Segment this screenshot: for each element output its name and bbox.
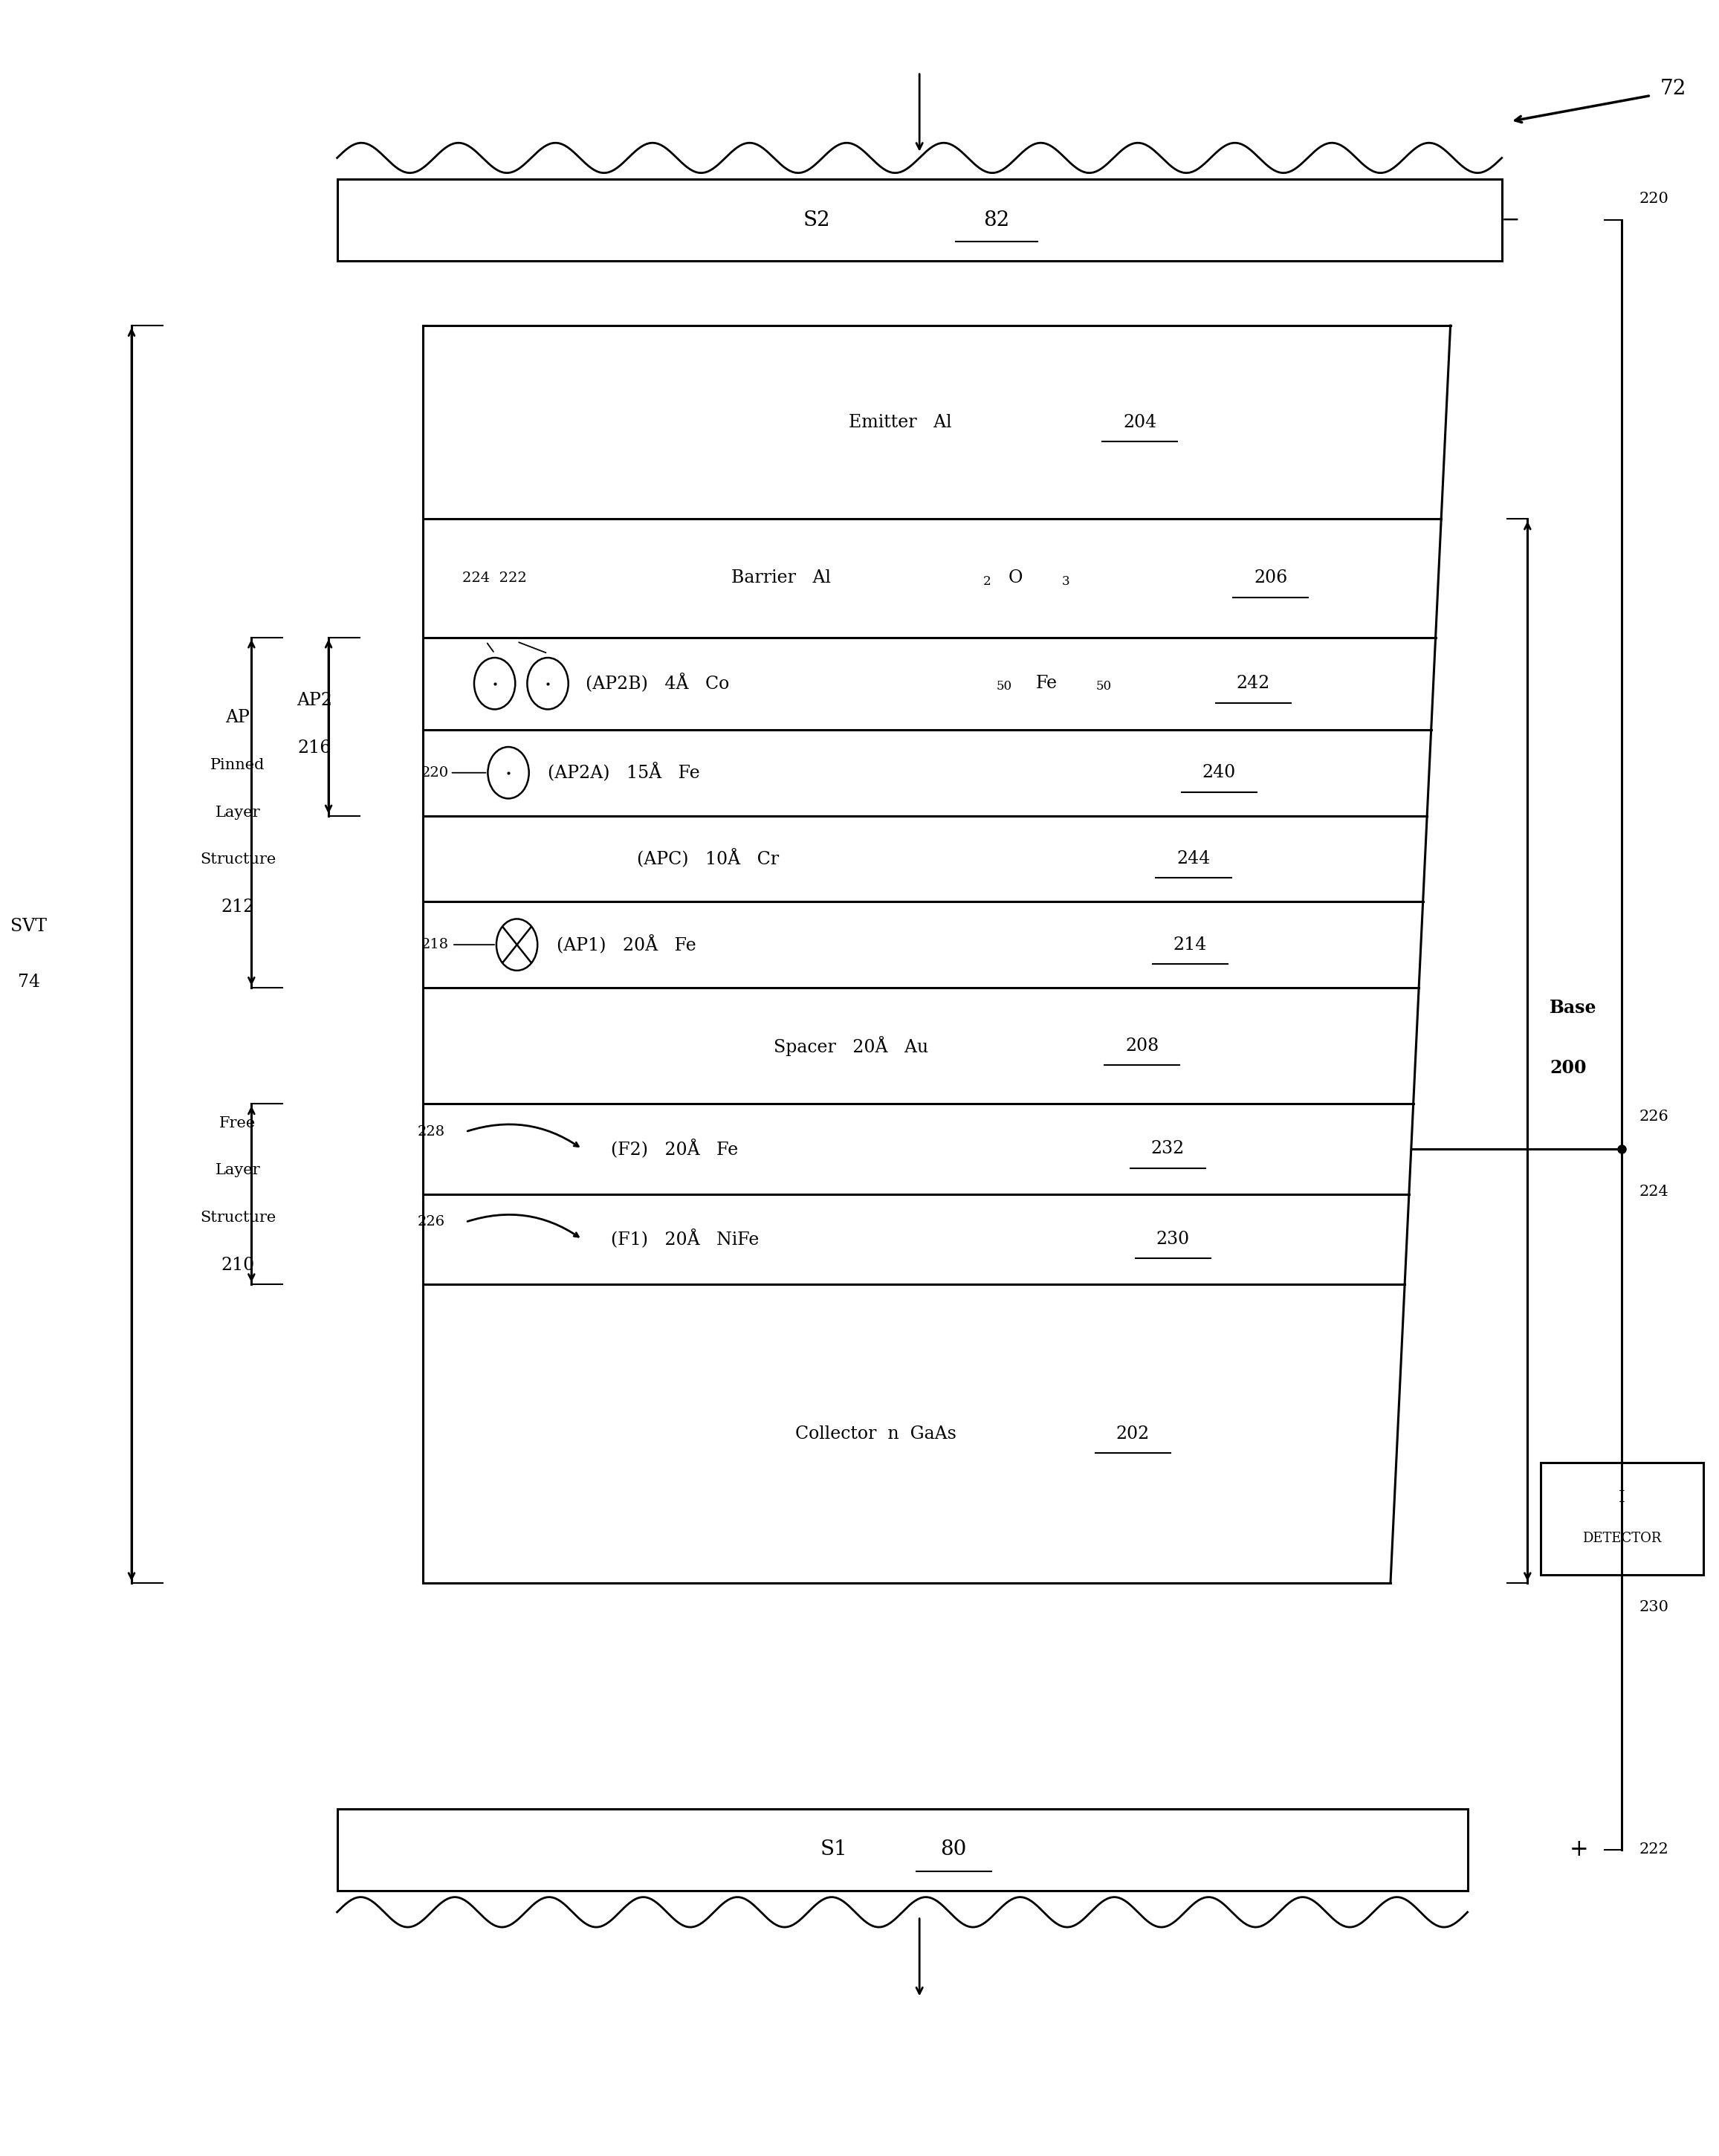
Text: 50: 50 [1097, 681, 1112, 692]
Bar [337, 1809, 1468, 1891]
Text: (F2)   20Å   Fe: (F2) 20Å Fe [612, 1138, 739, 1158]
Text: 206: 206 [1253, 569, 1288, 586]
Text: (AP2B)   4Å   Co: (AP2B) 4Å Co [586, 675, 729, 692]
Text: 200: 200 [1551, 1059, 1587, 1078]
Text: Emitter   Al: Emitter Al [849, 414, 952, 431]
Text: +: + [1569, 1839, 1588, 1861]
Text: 3: 3 [1062, 576, 1069, 589]
Text: 226: 226 [418, 1216, 445, 1229]
Text: Fe: Fe [1037, 675, 1057, 692]
Text: 226: 226 [1638, 1110, 1669, 1123]
Text: 232: 232 [1152, 1141, 1184, 1158]
Text: 242: 242 [1236, 675, 1270, 692]
Text: (F1)   20Å   NiFe: (F1) 20Å NiFe [612, 1229, 760, 1248]
Text: (AP2A)   15Å   Fe: (AP2A) 15Å Fe [548, 763, 700, 783]
Text: I: I [1618, 1490, 1624, 1505]
Text: Free: Free [220, 1117, 256, 1130]
Text: 204: 204 [1123, 414, 1157, 431]
Text: 210: 210 [222, 1257, 254, 1274]
Text: 220: 220 [421, 765, 449, 780]
Text: Pinned: Pinned [210, 759, 265, 772]
Text: 202: 202 [1116, 1425, 1150, 1442]
Text: Structure: Structure [199, 854, 275, 867]
Text: (AP1)   20Å   Fe: (AP1) 20Å Fe [557, 936, 696, 955]
Text: 50: 50 [997, 681, 1012, 692]
Text: 74: 74 [17, 975, 40, 992]
Text: 224  222: 224 222 [462, 571, 526, 584]
Text: Collector  n  GaAs: Collector n GaAs [796, 1425, 956, 1442]
Text: 208: 208 [1126, 1037, 1159, 1054]
Text: 222: 222 [1638, 1843, 1669, 1856]
Text: SVT: SVT [10, 918, 46, 936]
Text: 80: 80 [940, 1839, 966, 1861]
Text: Layer: Layer [215, 1164, 260, 1177]
Text: 228: 228 [418, 1125, 445, 1138]
Text: AP: AP [225, 709, 249, 727]
Text: 212: 212 [220, 899, 254, 916]
Text: AP2: AP2 [297, 692, 333, 709]
Bar [337, 179, 1502, 261]
Text: Barrier   Al: Barrier Al [731, 569, 830, 586]
Text: 82: 82 [983, 209, 1009, 231]
Text: 244: 244 [1176, 849, 1210, 867]
Text: S1: S1 [820, 1839, 847, 1861]
Text: Spacer   20Å   Au: Spacer 20Å Au [774, 1035, 928, 1056]
Text: 230: 230 [1638, 1600, 1669, 1615]
Text: Layer: Layer [215, 806, 260, 819]
Text: DETECTOR: DETECTOR [1581, 1531, 1661, 1544]
Text: 216: 216 [297, 740, 332, 757]
Text: 220: 220 [1638, 192, 1669, 205]
Text: 230: 230 [1157, 1231, 1190, 1248]
Text: 224: 224 [1638, 1186, 1669, 1199]
Text: Base: Base [1551, 998, 1597, 1018]
Text: 214: 214 [1172, 936, 1207, 953]
Text: 2: 2 [983, 576, 990, 589]
Text: S2: S2 [803, 209, 830, 231]
Text: −: − [1501, 209, 1520, 231]
Text: 218: 218 [421, 938, 449, 951]
Text: 72: 72 [1661, 80, 1686, 99]
Text: O: O [1009, 569, 1023, 586]
Text: 240: 240 [1202, 763, 1236, 780]
Text: Structure: Structure [199, 1212, 275, 1225]
Bar [1540, 1462, 1704, 1574]
Text: (APC)   10Å   Cr: (APC) 10Å Cr [636, 849, 779, 869]
